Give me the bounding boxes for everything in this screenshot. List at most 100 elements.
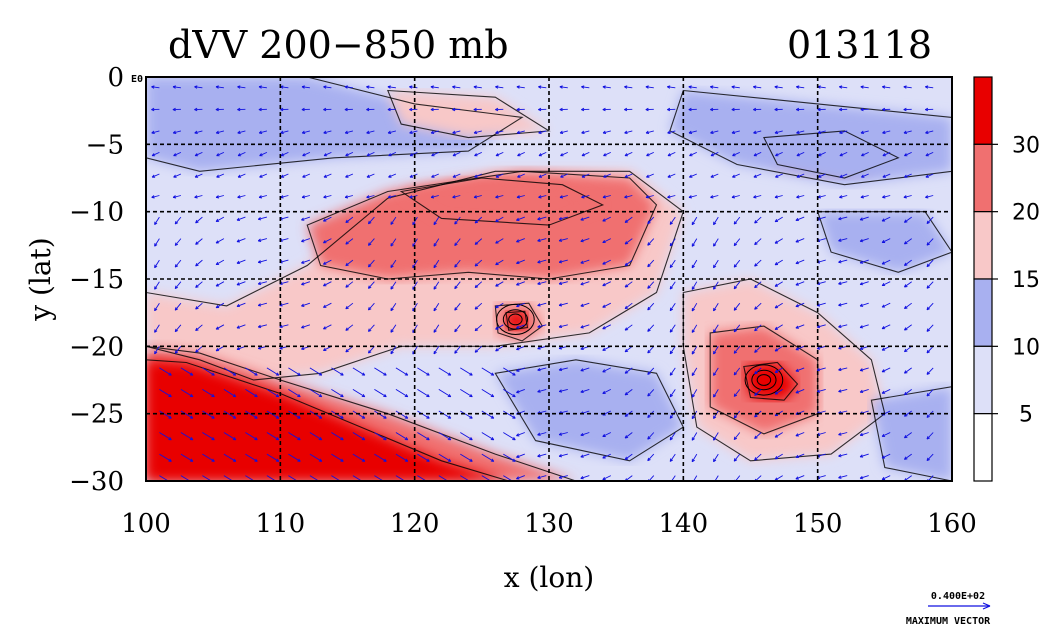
wind-vector (368, 281, 375, 289)
wind-vector-head (404, 437, 409, 441)
wind-vector (774, 130, 783, 134)
wind-vector-head (817, 130, 822, 134)
wind-vector-head (366, 85, 370, 89)
wind-vector (646, 151, 654, 157)
wind-vector-head (236, 217, 240, 221)
wind-vector (882, 130, 891, 134)
wind-vector-head (838, 367, 842, 372)
wind-vector-head (713, 437, 717, 441)
wind-vector (352, 475, 363, 481)
wind-vector-head (602, 304, 606, 308)
wind-vector-head (859, 217, 864, 221)
wind-vector-head (447, 458, 452, 462)
wind-vector-head (882, 195, 886, 199)
wind-vector (266, 367, 280, 376)
wind-vector-head (495, 174, 500, 178)
wind-vector-head (904, 348, 908, 353)
wind-vector-head (624, 327, 629, 331)
wind-vector (926, 345, 934, 354)
wind-vector-head (733, 458, 738, 462)
wind-vector (925, 195, 934, 198)
wind-vector-head (174, 285, 179, 290)
wind-vector (236, 324, 246, 329)
wind-vector-head (881, 347, 886, 351)
wind-vector-head (211, 393, 215, 398)
wind-vector (558, 238, 568, 242)
wind-vector-head (172, 85, 177, 89)
wind-vector (754, 453, 762, 461)
wind-vector (173, 173, 182, 178)
wind-vector (624, 173, 633, 178)
wind-vector-head (580, 217, 584, 221)
wind-vector (503, 432, 516, 441)
wind-vector-head (173, 153, 177, 157)
wind-vector (390, 324, 397, 333)
wind-vector-head (647, 328, 651, 332)
wind-vector-head (860, 130, 864, 134)
chart-title: dVV 200−850 mb (168, 23, 509, 67)
wind-vector (624, 281, 633, 288)
wind-vector-head (174, 264, 179, 268)
wind-vector (817, 130, 826, 134)
wind-vector (180, 389, 194, 398)
wind-vector (215, 324, 225, 330)
wind-vector (713, 410, 719, 419)
wind-vector-head (366, 130, 370, 134)
wind-vector-head (301, 85, 305, 89)
wind-vector (288, 432, 301, 441)
wind-vector (390, 238, 397, 247)
wind-vector-head (925, 85, 929, 89)
wind-vector (559, 195, 568, 198)
wind-vector-head (753, 107, 757, 112)
wind-vector-head (340, 415, 344, 419)
wind-vector-head (624, 370, 629, 374)
wind-vector (174, 238, 182, 246)
wind-vector (796, 173, 805, 178)
wind-vector-head (691, 264, 695, 269)
contour-line (763, 130, 900, 179)
wind-vector (774, 345, 783, 352)
wind-vector (223, 475, 234, 481)
wind-vector-head (925, 153, 929, 157)
wind-vector-head (795, 390, 799, 394)
y-axis-label: y (lat) (24, 237, 57, 321)
wind-vector-head (602, 369, 606, 373)
wind-vector (344, 195, 354, 198)
wind-vector (517, 151, 525, 157)
wind-vector-head (691, 221, 695, 226)
wind-vector (495, 281, 504, 287)
wind-vector (474, 238, 483, 245)
wind-vector (280, 173, 289, 178)
wind-vector-head (215, 130, 220, 134)
x-axis-label: x (lon) (504, 561, 594, 594)
wind-vector (774, 281, 783, 287)
wind-vector (647, 281, 655, 289)
wind-vector-head (361, 393, 366, 398)
x-tick-label: 110 (256, 509, 306, 539)
wind-vector (816, 475, 826, 479)
wind-vector-head (667, 85, 671, 89)
y-tick-label: 0 (107, 63, 124, 93)
wind-vector-head (537, 303, 541, 307)
wind-vector-head (361, 372, 366, 376)
wind-vector (395, 367, 409, 376)
wind-vector (667, 173, 676, 178)
colorbar: 30 20 15 10 5 (973, 76, 1040, 482)
wind-vector-head (194, 107, 198, 112)
wind-vector (454, 302, 461, 311)
wind-vector-head (323, 326, 327, 330)
wind-vector-head (795, 347, 799, 351)
wind-vector-head (731, 195, 735, 199)
wind-vector-head (860, 85, 864, 89)
wind-vector (417, 410, 430, 419)
wind-vector (154, 216, 160, 225)
wind-vector (859, 475, 869, 479)
wind-vector-head (754, 392, 758, 396)
wind-vector (580, 281, 590, 285)
wind-vector-head (404, 393, 409, 398)
wind-vector (390, 216, 397, 225)
wind-vector-head (839, 85, 843, 89)
wind-vector-head (753, 130, 757, 134)
wind-vector (904, 389, 912, 396)
wind-vector-head (774, 283, 779, 287)
